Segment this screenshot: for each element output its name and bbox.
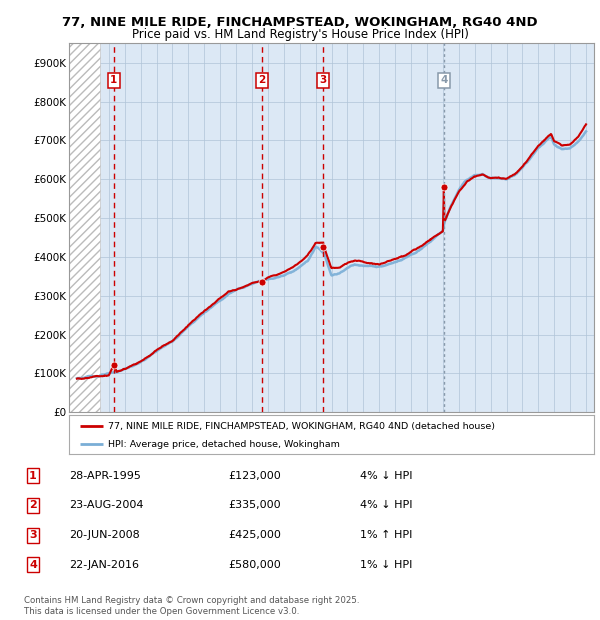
Text: 22-JAN-2016: 22-JAN-2016: [69, 560, 139, 570]
Text: 28-APR-1995: 28-APR-1995: [69, 471, 141, 480]
Text: 1% ↑ HPI: 1% ↑ HPI: [360, 530, 412, 540]
Text: £580,000: £580,000: [228, 560, 281, 570]
Text: This data is licensed under the Open Government Licence v3.0.: This data is licensed under the Open Gov…: [24, 607, 299, 616]
Text: 4% ↓ HPI: 4% ↓ HPI: [360, 471, 413, 480]
Text: 4: 4: [440, 75, 448, 86]
Text: £425,000: £425,000: [228, 530, 281, 540]
Text: 2: 2: [29, 500, 37, 510]
Text: 1% ↓ HPI: 1% ↓ HPI: [360, 560, 412, 570]
Text: 20-JUN-2008: 20-JUN-2008: [69, 530, 140, 540]
Text: 3: 3: [319, 75, 326, 86]
Text: 1: 1: [29, 471, 37, 480]
Text: 1: 1: [110, 75, 118, 86]
Text: Price paid vs. HM Land Registry's House Price Index (HPI): Price paid vs. HM Land Registry's House …: [131, 28, 469, 40]
Text: 4% ↓ HPI: 4% ↓ HPI: [360, 500, 413, 510]
Text: 77, NINE MILE RIDE, FINCHAMPSTEAD, WOKINGHAM, RG40 4ND: 77, NINE MILE RIDE, FINCHAMPSTEAD, WOKIN…: [62, 16, 538, 29]
Text: 2: 2: [259, 75, 266, 86]
Text: 3: 3: [29, 530, 37, 540]
Text: 23-AUG-2004: 23-AUG-2004: [69, 500, 143, 510]
Text: Contains HM Land Registry data © Crown copyright and database right 2025.: Contains HM Land Registry data © Crown c…: [24, 596, 359, 604]
Text: £335,000: £335,000: [228, 500, 281, 510]
Text: 77, NINE MILE RIDE, FINCHAMPSTEAD, WOKINGHAM, RG40 4ND (detached house): 77, NINE MILE RIDE, FINCHAMPSTEAD, WOKIN…: [109, 422, 496, 431]
Text: £123,000: £123,000: [228, 471, 281, 480]
Text: HPI: Average price, detached house, Wokingham: HPI: Average price, detached house, Woki…: [109, 440, 340, 449]
Text: 4: 4: [29, 560, 37, 570]
